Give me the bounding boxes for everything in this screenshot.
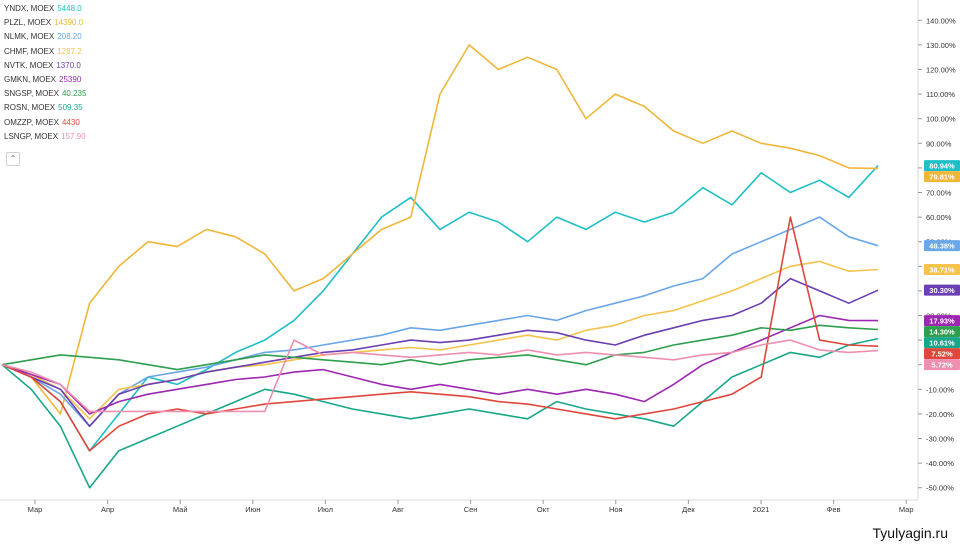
x-tick-label: Фев: [827, 505, 841, 514]
x-tick-label: Окт: [537, 505, 550, 514]
last-value-badges: 80.94% 79.81% 48.38% 38.71% 30.30% 17.93% 14.3…: [924, 160, 960, 371]
x-tick-label: Мар: [899, 505, 914, 514]
series-line: [1, 216, 879, 428]
last-value-badge: [924, 284, 960, 296]
legend-value: 40.235: [61, 89, 87, 99]
grid-lines: [0, 0, 919, 501]
x-tick-label: Май: [173, 505, 188, 514]
legend-entry[interactable]: OMZZP, MOEX 4430: [4, 116, 86, 130]
series-line: [1, 216, 879, 452]
last-value-label: 7.52%: [931, 350, 953, 359]
y-tick-label: -30.00%: [926, 435, 954, 444]
legend-symbol: NLMK, MOEX: [4, 32, 55, 42]
legend-value: 157.90: [61, 131, 86, 141]
legend-entry[interactable]: NVTK, MOEX 1370.0: [4, 59, 86, 73]
x-tick-label: Дек: [682, 505, 695, 514]
series-line: [1, 337, 879, 489]
y-tick-label: -40.00%: [926, 459, 954, 468]
last-value-label: 10.61%: [929, 339, 955, 348]
legend-symbol: CHMF, MOEX: [4, 46, 55, 56]
y-tick-label: 140.00%: [926, 16, 956, 25]
last-value-label: 17.93%: [929, 317, 955, 326]
last-value-label: 48.38%: [929, 242, 955, 251]
y-tick-label: -50.00%: [926, 484, 954, 493]
last-value-badge: [924, 326, 960, 338]
legend-entry[interactable]: ROSN, MOEX 509.35: [4, 101, 86, 115]
legend-symbol: NVTK, MOEX: [4, 60, 54, 70]
legend-entry[interactable]: CHMF, MOEX 1287.2: [4, 45, 86, 59]
legend-entry[interactable]: GMKN, MOEX 25390: [4, 73, 86, 87]
legend-symbol: GMKN, MOEX: [4, 75, 57, 85]
last-value-badge: [924, 171, 960, 183]
legend-symbol: ROSN, MOEX: [4, 103, 56, 113]
legend-value: 1287.2: [57, 46, 82, 56]
last-value-label: 80.94%: [929, 162, 955, 171]
legend-symbol: PLZL, MOEX: [4, 18, 52, 28]
x-tick-label: Апр: [101, 505, 114, 514]
x-tick-label: Авг: [392, 505, 404, 514]
legend-symbol: SNGSP, MOEX: [4, 89, 59, 99]
legend-entry[interactable]: SNGSP, MOEX 40.235: [4, 87, 86, 101]
x-tick-label: 2021: [753, 505, 770, 514]
y-tick-label: 70.00%: [926, 189, 952, 198]
legend-entry[interactable]: YNDX, MOEX 5448.0: [4, 2, 86, 16]
x-tick-label: Июл: [318, 505, 333, 514]
y-tick-label: -20.00%: [926, 410, 954, 419]
last-value-badge: [924, 160, 960, 172]
y-tick-label: -10.00%: [926, 385, 954, 394]
legend-value: 509.35: [58, 103, 83, 113]
series-line: [1, 277, 879, 428]
legend-value: 25390: [59, 75, 82, 85]
series-line: [1, 44, 879, 415]
y-tick-label: 110.00%: [926, 90, 955, 99]
last-value-badge: [924, 359, 960, 371]
legend-symbol: OMZZP, MOEX: [4, 117, 59, 127]
legend-value: 1370.0: [56, 60, 81, 70]
watermark: Tyulyagin.ru: [872, 525, 948, 541]
last-value-label: 30.30%: [929, 286, 955, 295]
last-value-badge: [924, 240, 960, 252]
legend-value: 14390.0: [54, 18, 84, 28]
last-value-label: 5.72%: [931, 361, 953, 370]
y-tick-label: 90.00%: [926, 139, 952, 148]
legend-value: 4430: [61, 117, 80, 127]
last-value-label: 79.81%: [929, 173, 955, 182]
series-line: [1, 339, 879, 413]
legend-symbol: LSNGP, MOEX: [4, 131, 59, 141]
last-value-badge: [924, 348, 960, 360]
last-value-label: 38.71%: [929, 265, 955, 274]
legend-symbol: YNDX, MOEX: [4, 4, 55, 13]
series-line: [1, 324, 879, 371]
y-tick-label: 130.00%: [926, 41, 956, 50]
last-value-badge: [924, 315, 960, 327]
last-value-badge: [924, 337, 960, 349]
y-tick-label: 120.00%: [926, 66, 956, 75]
last-value-label: 14.30%: [929, 328, 955, 337]
x-tick-label: Сен: [464, 505, 478, 514]
legend-entry[interactable]: NLMK, MOEX 208.20: [4, 30, 86, 44]
legend-value: 5448.0: [57, 4, 82, 13]
x-tick-label: Мар: [28, 505, 43, 514]
x-tick-label: Июн: [245, 505, 260, 514]
x-tick-label: Ноя: [609, 505, 623, 514]
last-value-badge: [924, 263, 960, 275]
legend-entry[interactable]: LSNGP, MOEX 157.90: [4, 130, 86, 144]
collapse-legend-button[interactable]: ⌃: [6, 152, 20, 166]
series-lines: [1, 44, 879, 489]
y-axis: 140.00% 130.00% 120.00% 110.00% 100.00% 90.00…: [918, 16, 956, 493]
legend-entry[interactable]: PLZL, MOEX 14390.0: [4, 16, 86, 30]
legend-value: 208.20: [57, 32, 82, 42]
y-tick-label: 60.00%: [926, 213, 952, 222]
chevron-up-icon: ⌃: [9, 154, 17, 163]
y-tick-label: 100.00%: [926, 115, 956, 124]
legend: YNDX, MOEX 5448.0 PLZL, MOEX 14390.0 NLMK, M…: [4, 2, 86, 144]
series-line: [1, 165, 879, 452]
x-axis: Мар Апр Май Июн Июл Авг Сен Окт Ноя Дек 2021 Фев Мар: [28, 500, 914, 514]
